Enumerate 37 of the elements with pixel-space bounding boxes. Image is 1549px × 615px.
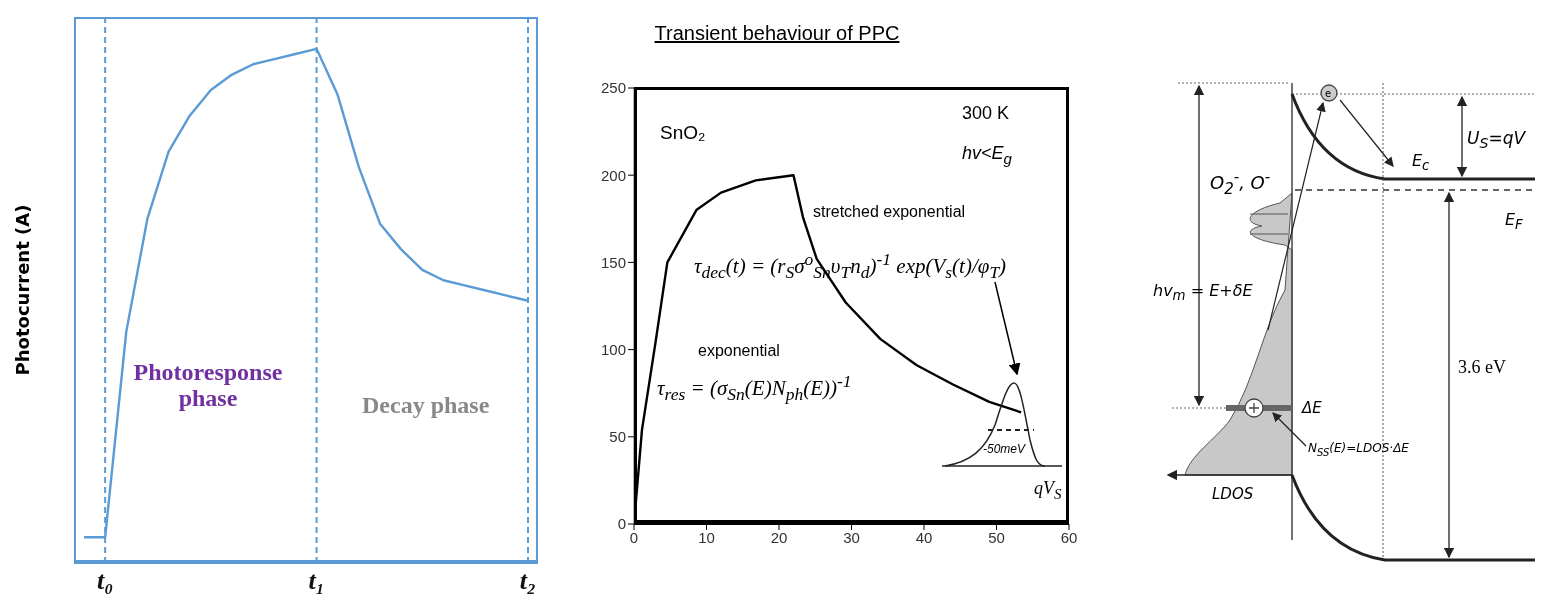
- annotation: 300 K: [962, 103, 1010, 124]
- annotation: τ$_{res}$ = (σ$_{Sn}$(E)N$_{ph}$(E))$^{-1}$: [657, 370, 852, 405]
- text: N$_{SS}$(E)=LDOS·ΔE: [1308, 441, 1409, 458]
- x-tick-label: t₁: [308, 566, 325, 596]
- y-tick-label: 250: [600, 79, 626, 97]
- x-tick-label: 40: [915, 528, 933, 546]
- text: ΔE: [1302, 398, 1322, 417]
- annotation: exponential: [698, 342, 780, 360]
- y-tick-label: 100: [600, 340, 626, 358]
- annotation: -50meV: [983, 442, 1026, 457]
- y-tick-label: 200: [600, 166, 626, 184]
- text: E$_{c}$: [1412, 151, 1430, 174]
- annotation: SnO₂: [660, 121, 706, 144]
- annotation: Decay phase: [362, 391, 490, 419]
- y-tick-label: 50: [609, 428, 626, 446]
- x-tick-label: 20: [770, 528, 788, 546]
- x-tick-label: t₂: [519, 566, 537, 596]
- text: e: [1325, 87, 1332, 99]
- y-tick-label: 150: [600, 253, 626, 271]
- text: E$_{F}$: [1505, 210, 1523, 233]
- text: 3.6 eV: [1458, 357, 1506, 378]
- text: U$_{S}$=qV: [1467, 127, 1526, 152]
- y-axis-title: Photocurrent (A): [11, 204, 33, 376]
- annotation: stretched exponential: [813, 203, 966, 221]
- x-tick-label: 30: [843, 528, 860, 546]
- chart-title: Transient behaviour of PPC: [654, 22, 900, 44]
- annotation: qV$_{S}$: [1034, 478, 1062, 503]
- x-tick-label: 50: [988, 528, 1005, 546]
- annotation: hv<E$_{g}$: [962, 143, 1012, 168]
- text: LDOS: [1212, 484, 1254, 503]
- annotation: Photoresponse phase: [132, 358, 284, 412]
- x-tick-label: 60: [1060, 528, 1078, 546]
- text: O$_{2}$$^{-}$, O$^{-}$: [1210, 167, 1271, 198]
- x-tick-label: 10: [698, 528, 715, 546]
- y-tick-label: 0: [617, 515, 626, 533]
- x-tick-label: 0: [629, 528, 639, 546]
- x-tick-label: t₀: [96, 566, 114, 596]
